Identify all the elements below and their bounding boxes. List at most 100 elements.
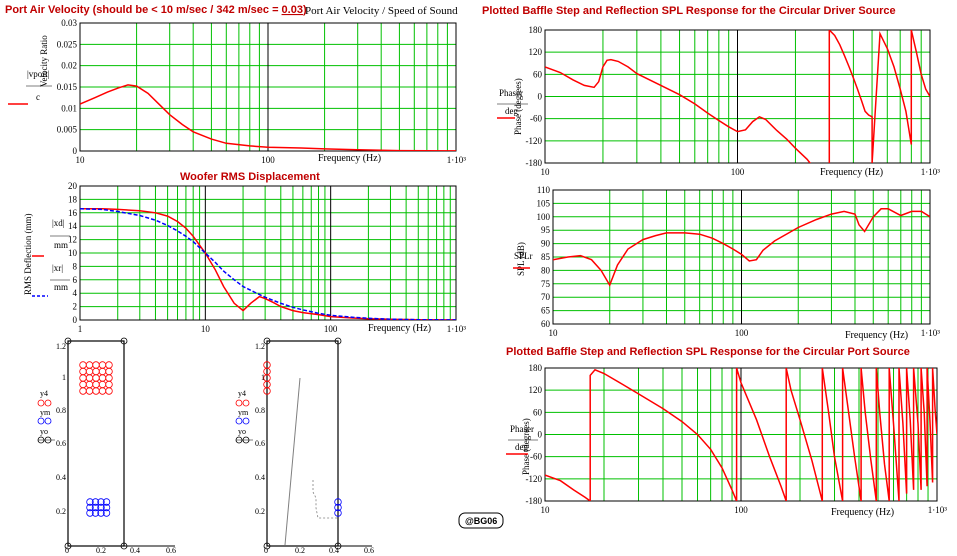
y-tick-label: 0.025 xyxy=(57,39,78,49)
driver-blue-circles xyxy=(86,498,111,517)
port-phase-chart: Plotted Baffle Step and Reflection SPL R… xyxy=(506,346,947,518)
woofer-displacement-chart: Woofer RMS Displacement 0 2 4 6 8 10 12 14 16 18 2… xyxy=(23,171,466,334)
source-point xyxy=(97,503,105,512)
source-point xyxy=(98,387,107,395)
y-tick-label: -60 xyxy=(530,114,542,124)
svg-text:0.6: 0.6 xyxy=(166,546,176,555)
x-axis-label: Frequency (Hz) xyxy=(820,167,883,178)
source-point xyxy=(334,503,342,512)
y-axis-label: SPL (dB) xyxy=(516,242,526,276)
plot-area: 0 0.005 0.01 0.015 0.02 0.025 0.03 10 100 1·10³ xyxy=(57,18,467,165)
source-point xyxy=(86,498,94,506)
legend-numerator: |vport| xyxy=(27,69,50,79)
x-axis-label: Frequency (Hz) xyxy=(845,330,908,341)
svg-text:0.2: 0.2 xyxy=(295,546,305,555)
y-tick-label: 75 xyxy=(541,279,551,289)
y-tick-label: 0.005 xyxy=(57,125,78,135)
symbol-labels: y4 ym yo xyxy=(37,389,55,444)
y-tick-label: 20 xyxy=(68,181,78,191)
x-tick-label: 100 xyxy=(261,155,275,165)
y-tick-label: 80 xyxy=(541,265,551,275)
source-point xyxy=(85,380,94,389)
legend: Phaser deg xyxy=(506,424,538,455)
svg-text:0.4: 0.4 xyxy=(255,473,265,482)
symbol-labels: y4 ym yo xyxy=(235,389,253,444)
driver-red-circles xyxy=(79,361,113,395)
x-axis-label: Frequency (Hz) xyxy=(368,323,431,334)
baffle-outline xyxy=(67,340,125,547)
y-tick-label: 6 xyxy=(73,275,78,285)
y-tick-label: 2 xyxy=(73,302,78,312)
series-line-0 xyxy=(553,208,930,287)
source-point xyxy=(97,509,105,517)
svg-text:0: 0 xyxy=(65,546,69,555)
source-point xyxy=(334,509,342,517)
baffle-outline xyxy=(266,340,339,547)
signature-badge: @BG06 xyxy=(458,512,504,529)
x-tick-label: 100 xyxy=(324,324,338,334)
svg-text:1: 1 xyxy=(62,373,66,382)
y-tick-label: 120 xyxy=(529,385,543,395)
source-point xyxy=(91,503,100,512)
svg-text:ym: ym xyxy=(238,408,249,417)
y-axis-label: Phase (degrees) xyxy=(513,78,523,135)
signature-text: @BG06 xyxy=(465,516,497,526)
legend-blue-denominator: mm xyxy=(54,282,68,292)
y-tick-label: -180 xyxy=(526,496,543,506)
y-tick-label: 60 xyxy=(541,319,551,329)
chart-title: Plotted Baffle Step and Reflection SPL R… xyxy=(506,346,910,358)
x-ticks: 0 0.2 0.4 0.6 xyxy=(65,546,176,555)
y-tick-label: 0.03 xyxy=(61,18,77,28)
source-point xyxy=(92,380,100,389)
x-tick-label: 100 xyxy=(731,167,745,177)
legend-denominator: deg xyxy=(515,442,528,452)
driver-spl-chart: 60 65 70 75 80 85 90 95 100 105 110 10 100 1·10³ SPL … xyxy=(513,185,940,341)
source-point xyxy=(102,503,111,512)
legend: |vport| c xyxy=(8,69,52,105)
source-point xyxy=(92,367,100,376)
reflection-path xyxy=(284,377,301,546)
x-tick-label: 1·10³ xyxy=(921,328,940,338)
y-tick-label: 85 xyxy=(541,252,551,262)
svg-text:yo: yo xyxy=(238,427,246,436)
source-point xyxy=(105,387,113,395)
y-tick-label: -180 xyxy=(526,158,543,168)
source-point xyxy=(105,367,113,376)
y-tick-label: 12 xyxy=(68,235,77,245)
legend-numerator: Phaser xyxy=(499,88,523,98)
driver-phase-chart: Plotted Baffle Step and Reflection SPL R… xyxy=(482,5,941,178)
source-point xyxy=(98,361,107,369)
source-point xyxy=(79,361,87,369)
y-tick-label: 8 xyxy=(73,261,78,271)
x-axis-label: Frequency (Hz) xyxy=(831,507,894,518)
x-tick-label: 10 xyxy=(549,328,559,338)
svg-text:yo: yo xyxy=(40,427,48,436)
series-line-1 xyxy=(80,208,456,320)
svg-text:1.2: 1.2 xyxy=(56,342,66,351)
svg-text:0.6: 0.6 xyxy=(255,439,265,448)
svg-text:0.2: 0.2 xyxy=(96,546,106,555)
series-line-0 xyxy=(80,84,456,151)
y-tick-label: 0 xyxy=(73,315,78,325)
svg-text:0.4: 0.4 xyxy=(130,546,140,555)
source-point xyxy=(98,380,107,389)
legend-denominator: deg xyxy=(505,106,518,116)
series-line-0 xyxy=(545,30,930,163)
driver-geometry-plot: 0 0.2 0.4 0.6 0.2 0.4 0.6 0.8 1 1.2 y4 y… xyxy=(37,337,176,555)
source-point xyxy=(79,380,87,389)
legend-red-numerator: |xd| xyxy=(52,218,65,228)
source-point xyxy=(85,367,94,376)
plot-area: -180 -120 -60 0 60 120 180 10 100 1·10³ xyxy=(526,25,941,177)
x-tick-label: 10 xyxy=(76,155,86,165)
y-ticks: 0.2 0.4 0.6 0.8 1 1.2 xyxy=(255,342,265,516)
x-tick-label: 1·10³ xyxy=(447,324,466,334)
series-line-0 xyxy=(545,368,937,501)
source-point xyxy=(334,498,342,506)
y-tick-label: -120 xyxy=(526,136,543,146)
y-tick-label: 16 xyxy=(68,208,78,218)
y-tick-label: 4 xyxy=(73,288,78,298)
svg-text:0.2: 0.2 xyxy=(255,507,265,516)
y-tick-label: 0.01 xyxy=(61,103,77,113)
legend-label: SPLr xyxy=(514,251,533,261)
